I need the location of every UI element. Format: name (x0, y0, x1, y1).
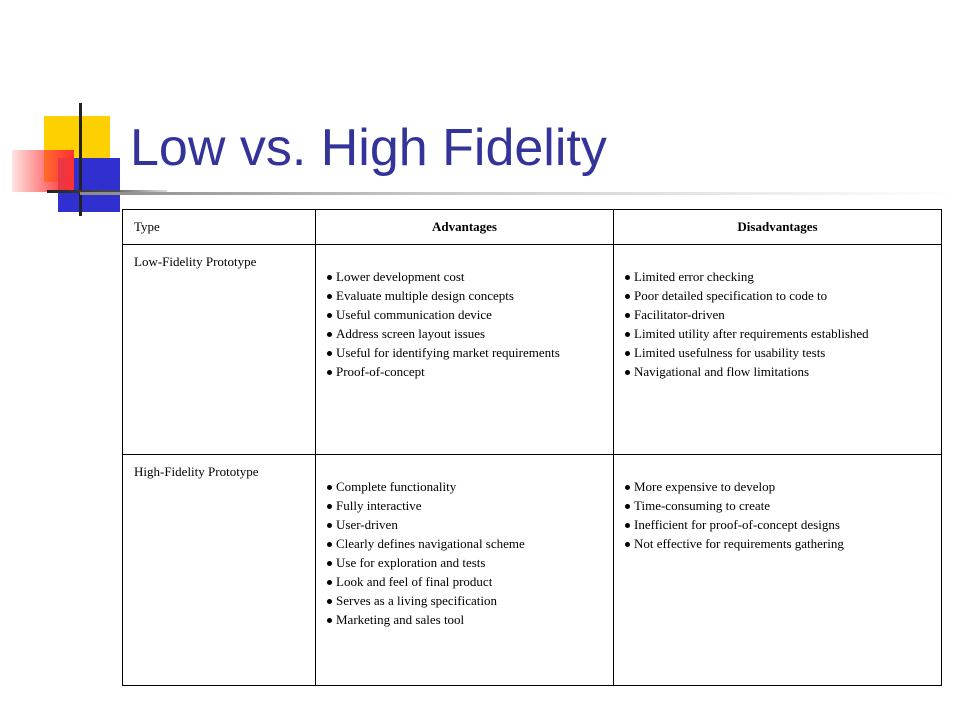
disadvantages-list: More expensive to develop Time-consuming … (623, 477, 939, 553)
bullet-icon (625, 541, 630, 547)
bullet-icon (327, 541, 332, 547)
advantages-cell: Complete functionality Fully interactive U… (315, 454, 614, 686)
list-item-text: More expensive to develop (634, 479, 776, 494)
list-item: Lower development cost (325, 267, 611, 286)
bullet-icon (625, 274, 630, 280)
list-item-text: Limited error checking (634, 269, 754, 284)
list-item: Look and feel of final product (325, 572, 611, 591)
list-item: Complete functionality (325, 477, 611, 496)
bullet-icon (327, 331, 332, 337)
list-item: Useful for identifying market requiremen… (325, 343, 611, 362)
list-item-text: Time-consuming to create (634, 498, 770, 513)
list-item-text: Use for exploration and tests (336, 555, 486, 570)
bullet-icon (327, 522, 332, 528)
bullet-icon (625, 350, 630, 356)
list-item: Poor detailed specification to code to (623, 286, 939, 305)
table-row-low-fidelity: Low-Fidelity Prototype Lower development… (122, 244, 942, 455)
list-item-text: Evaluate multiple design concepts (336, 288, 514, 303)
bullet-icon (625, 484, 630, 490)
list-item-text: Lower development cost (336, 269, 465, 284)
type-cell: Low-Fidelity Prototype (122, 244, 316, 455)
list-item: Marketing and sales tool (325, 610, 611, 629)
list-item-text: Proof-of-concept (336, 364, 425, 379)
list-item-text: Not effective for requirements gathering (634, 536, 844, 551)
list-item: Clearly defines navigational scheme (325, 534, 611, 553)
list-item: Evaluate multiple design concepts (325, 286, 611, 305)
list-item: Limited usefulness for usability tests (623, 343, 939, 362)
advantages-list: Lower development cost Evaluate multiple … (325, 267, 611, 381)
list-item: Serves as a living specification (325, 591, 611, 610)
bullet-icon (625, 522, 630, 528)
list-item: Inefficient for proof-of-concept designs (623, 515, 939, 534)
list-item: Facilitator-driven (623, 305, 939, 324)
bullet-icon (625, 369, 630, 375)
list-item-text: Useful communication device (336, 307, 492, 322)
list-item: Not effective for requirements gathering (623, 534, 939, 553)
header-type: Type (122, 209, 316, 245)
disadvantages-cell: Limited error checking Poor detailed spec… (613, 244, 942, 455)
bullet-icon (625, 293, 630, 299)
list-item: Fully interactive (325, 496, 611, 515)
list-item-text: User-driven (336, 517, 398, 532)
list-item-text: Facilitator-driven (634, 307, 725, 322)
bullet-icon (327, 560, 332, 566)
header-disadvantages: Disadvantages (613, 209, 942, 245)
list-item-text: Address screen layout issues (336, 326, 486, 341)
list-item-text: Complete functionality (336, 479, 457, 494)
bullet-icon (327, 579, 332, 585)
bullet-icon (327, 484, 332, 490)
bullet-icon (625, 331, 630, 337)
list-item-text: Limited utility after requirements estab… (634, 326, 869, 341)
list-item-text: Poor detailed specification to code to (634, 288, 828, 303)
list-item-text: Look and feel of final product (336, 574, 493, 589)
advantages-cell: Lower development cost Evaluate multiple … (315, 244, 614, 455)
list-item: Navigational and flow limitations (623, 362, 939, 381)
bullet-icon (327, 617, 332, 623)
list-item: User-driven (325, 515, 611, 534)
list-item: Limited error checking (623, 267, 939, 286)
list-item-text: Clearly defines navigational scheme (336, 536, 525, 551)
list-item-text: Navigational and flow limitations (634, 364, 810, 379)
list-item: Time-consuming to create (623, 496, 939, 515)
decorative-red-square (12, 150, 74, 192)
decorative-vertical-line (79, 103, 82, 216)
disadvantages-cell: More expensive to develop Time-consuming … (613, 454, 942, 686)
list-item-text: Serves as a living specification (336, 593, 498, 608)
list-item-text: Limited usefulness for usability tests (634, 345, 826, 360)
list-item: Useful communication device (325, 305, 611, 324)
title-underline-rule (80, 192, 958, 195)
bullet-icon (327, 312, 332, 318)
table-row-high-fidelity: High-Fidelity Prototype Complete functio… (122, 454, 942, 686)
header-advantages: Advantages (315, 209, 614, 245)
decorative-horizontal-line (47, 190, 167, 193)
bullet-icon (327, 369, 332, 375)
list-item: Use for exploration and tests (325, 553, 611, 572)
list-item-text: Marketing and sales tool (336, 612, 465, 627)
list-item: Address screen layout issues (325, 324, 611, 343)
list-item: Limited utility after requirements estab… (623, 324, 939, 343)
list-item: Proof-of-concept (325, 362, 611, 381)
disadvantages-list: Limited error checking Poor detailed spec… (623, 267, 939, 381)
type-cell: High-Fidelity Prototype (122, 454, 316, 686)
bullet-icon (625, 503, 630, 509)
bullet-icon (327, 293, 332, 299)
slide-title: Low vs. High Fidelity (130, 119, 607, 177)
list-item: More expensive to develop (623, 477, 939, 496)
list-item-text: Fully interactive (336, 498, 422, 513)
comparison-table: Type Advantages Disadvantages Low-Fideli… (122, 209, 942, 686)
bullet-icon (625, 312, 630, 318)
bullet-icon (327, 598, 332, 604)
advantages-list: Complete functionality Fully interactive U… (325, 477, 611, 629)
list-item-text: Useful for identifying market requiremen… (336, 345, 560, 360)
bullet-icon (327, 503, 332, 509)
bullet-icon (327, 274, 332, 280)
bullet-icon (327, 350, 332, 356)
table-header-row: Type Advantages Disadvantages (122, 209, 942, 245)
list-item-text: Inefficient for proof-of-concept designs (634, 517, 840, 532)
